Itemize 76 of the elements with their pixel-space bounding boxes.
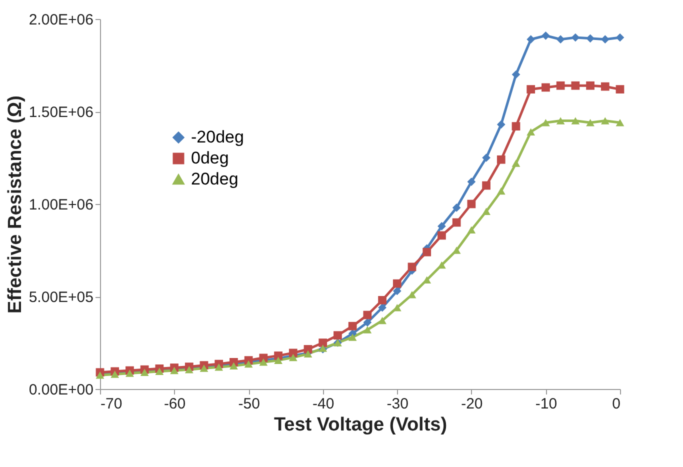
point (586, 118, 594, 126)
x-tick-label: -70 (100, 396, 122, 412)
point (600, 35, 610, 44)
point (392, 286, 402, 296)
x-tick-label: -60 (164, 396, 186, 412)
point (363, 318, 372, 327)
point (274, 356, 282, 364)
x-tick-label: -30 (386, 396, 408, 412)
point (512, 70, 520, 79)
point (334, 331, 342, 340)
point (586, 81, 594, 90)
point (438, 231, 446, 240)
point (616, 33, 624, 42)
point (571, 81, 580, 90)
point (616, 118, 624, 126)
point (482, 181, 490, 190)
point (556, 81, 565, 90)
point (422, 276, 432, 284)
legend-label: 20deg (191, 170, 238, 188)
y-axis-title: Effective Resistance (Ω) (4, 96, 26, 314)
point (467, 226, 476, 234)
point (363, 310, 372, 320)
point (259, 358, 268, 366)
y-tick-label: 2.00E+06 (28, 12, 94, 28)
point (571, 117, 580, 124)
point (526, 85, 536, 94)
point (288, 348, 298, 358)
x-axis-title: Test Voltage (Volts) (274, 414, 448, 436)
point (348, 322, 357, 330)
legend-label: 0deg (191, 148, 229, 168)
point (496, 120, 506, 129)
point (556, 117, 565, 124)
point (422, 248, 432, 256)
point (378, 296, 386, 304)
point (274, 352, 282, 360)
point (452, 218, 461, 227)
x-tick-label: 0 (612, 396, 620, 412)
point (556, 35, 565, 44)
point (526, 128, 536, 136)
point (452, 204, 461, 212)
point (482, 154, 490, 162)
x-tick-label: -50 (238, 396, 260, 412)
y-tick-label: 0.00E+00 (28, 382, 94, 398)
point (600, 117, 610, 124)
point (542, 118, 550, 126)
x-tick-label: -10 (535, 396, 558, 412)
point (378, 303, 386, 312)
point (526, 35, 536, 44)
point (230, 362, 238, 370)
y-tick-label: 1.50E+06 (28, 104, 94, 121)
point (348, 334, 357, 341)
point (496, 155, 506, 164)
point (542, 83, 550, 92)
point (467, 178, 476, 186)
point (378, 316, 386, 324)
y-tick-label: 5.00E+05 (28, 289, 94, 306)
point (496, 187, 506, 195)
y-tick-label: 1.00E+06 (28, 196, 94, 214)
point (408, 262, 416, 272)
point (318, 338, 328, 347)
point (482, 208, 490, 216)
point (586, 34, 594, 43)
point (259, 354, 268, 362)
x-tick-label: -40 (312, 396, 334, 412)
point (392, 279, 402, 288)
point (542, 31, 550, 40)
point (467, 200, 476, 208)
point (616, 85, 624, 94)
x-tick-label: -20 (461, 396, 483, 412)
point (438, 261, 446, 269)
point (363, 326, 372, 334)
point (512, 160, 520, 167)
point (438, 222, 446, 230)
point (512, 122, 520, 130)
point (600, 82, 610, 91)
legend-label: -20deg (191, 128, 244, 146)
